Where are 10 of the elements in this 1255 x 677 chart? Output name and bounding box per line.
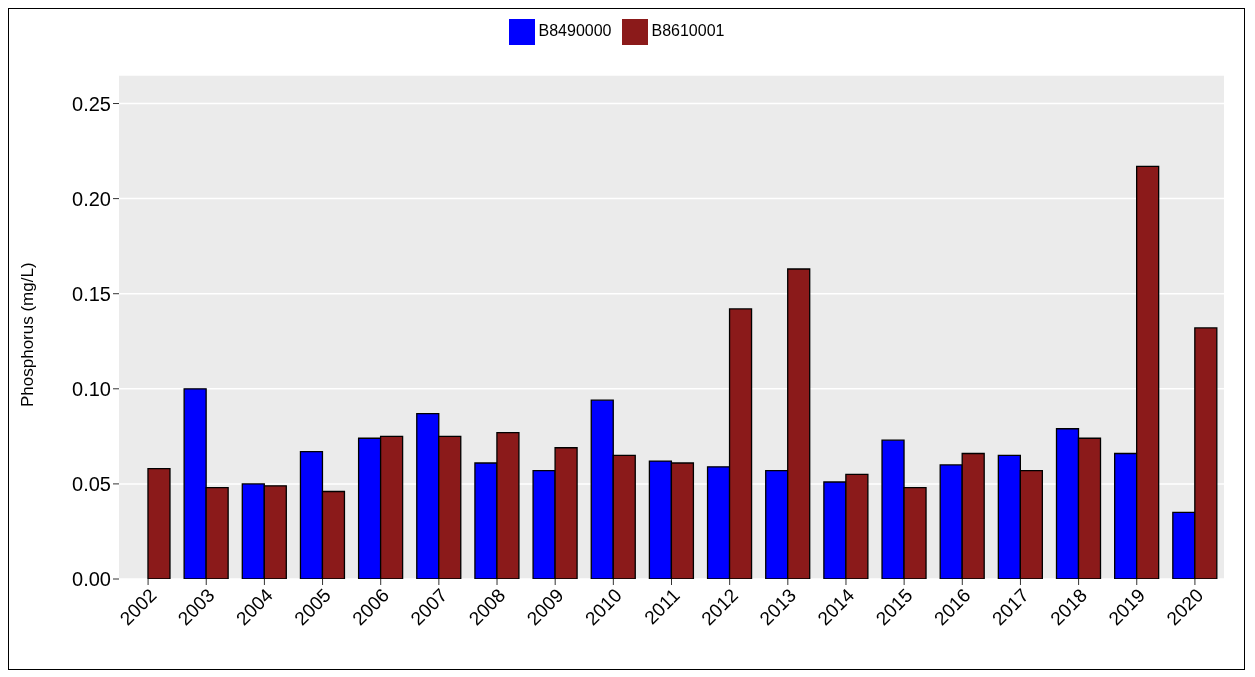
legend-label: B8610001 xyxy=(651,22,725,40)
y-tick-label: 0.20 xyxy=(72,187,111,210)
legend-label: B8490000 xyxy=(538,22,612,40)
y-axis-title: Phosphorus (mg/L) xyxy=(18,262,38,407)
y-tick-label: 0.00 xyxy=(72,568,111,591)
y-tick-label: 0.10 xyxy=(72,377,111,400)
y-tick-label: 0.25 xyxy=(72,92,111,115)
y-tick-label: 0.05 xyxy=(72,473,111,496)
bar xyxy=(147,468,171,579)
y-tick-label: 0.15 xyxy=(72,282,111,305)
